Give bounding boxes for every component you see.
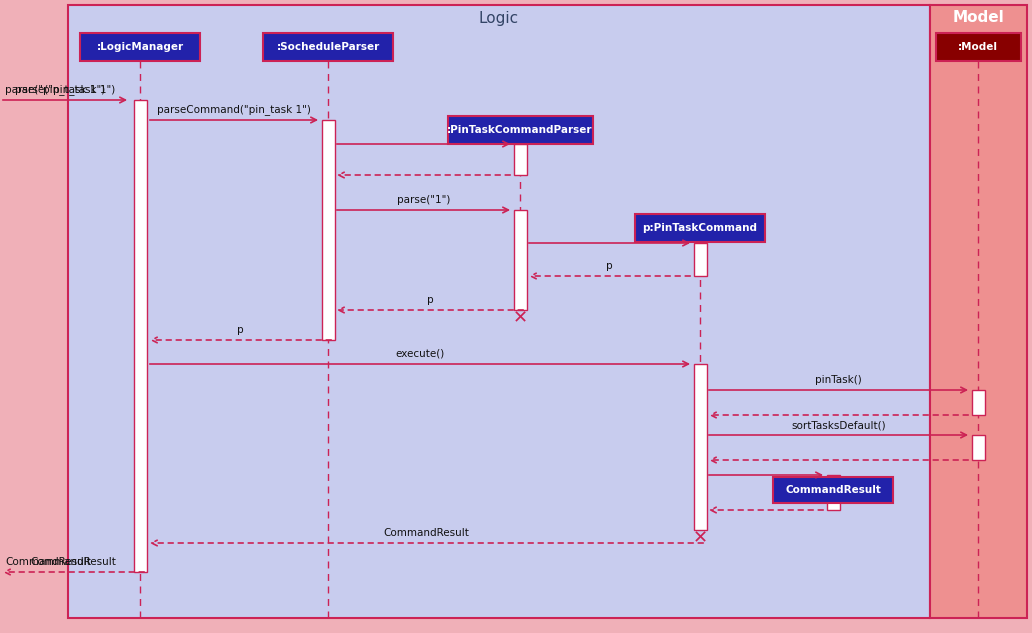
Bar	[694, 243, 707, 276]
Text: execute(): execute()	[395, 349, 445, 359]
Text: sortTasksDefault(): sortTasksDefault()	[792, 420, 885, 430]
Bar	[80, 33, 200, 61]
Bar	[133, 100, 147, 572]
Bar	[827, 475, 839, 510]
Text: Logic: Logic	[479, 11, 519, 25]
Bar	[930, 5, 1027, 618]
Bar	[773, 477, 893, 503]
Text: CommandResult: CommandResult	[384, 528, 470, 538]
Text: :LogicManager: :LogicManager	[96, 42, 184, 52]
Text: Model: Model	[953, 11, 1004, 25]
Bar	[263, 33, 393, 61]
Text: ✕: ✕	[513, 309, 527, 327]
Bar	[971, 390, 985, 415]
Bar	[971, 435, 985, 460]
Bar	[635, 214, 765, 242]
Text: CommandResult: CommandResult	[5, 557, 91, 567]
Text: parse("pin_task 1"): parse("pin_task 1")	[14, 84, 116, 95]
Text: p:PinTaskCommand: p:PinTaskCommand	[643, 223, 757, 233]
Text: :Model: :Model	[958, 42, 998, 52]
Text: ✕: ✕	[692, 529, 708, 547]
Bar	[68, 5, 930, 618]
Bar	[322, 120, 334, 340]
Text: p: p	[426, 295, 433, 305]
Text: :PinTaskCommandParser: :PinTaskCommandParser	[447, 125, 592, 135]
Text: CommandResult: CommandResult	[31, 557, 117, 567]
Bar	[514, 210, 526, 310]
Text: CommandResult: CommandResult	[785, 485, 881, 495]
Bar	[694, 364, 707, 530]
Bar	[514, 144, 526, 175]
Text: :SocheduleParser: :SocheduleParser	[277, 42, 380, 52]
Text: pinTask(): pinTask()	[815, 375, 862, 385]
Bar	[935, 33, 1021, 61]
Text: p: p	[606, 261, 613, 271]
Text: p: p	[237, 325, 244, 335]
Bar	[448, 116, 592, 144]
Text: parse("1"): parse("1")	[397, 195, 450, 205]
Text: parse("pin_task 1"): parse("pin_task 1")	[5, 84, 105, 95]
Text: parseCommand("pin_task 1"): parseCommand("pin_task 1")	[157, 104, 311, 115]
